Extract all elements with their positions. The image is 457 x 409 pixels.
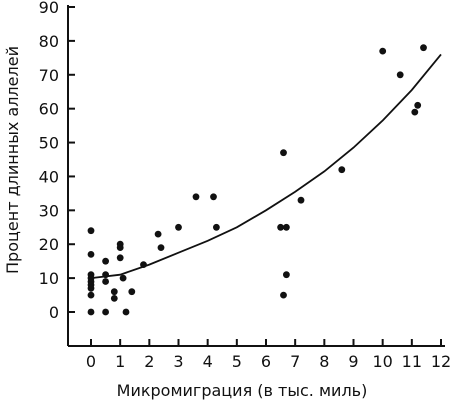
data-point [157, 244, 165, 252]
data-point [102, 308, 109, 316]
data-point [122, 308, 130, 316]
data-point [128, 288, 136, 296]
y-tick-label: 50 [39, 134, 59, 153]
y-tick-label: 60 [39, 100, 59, 119]
data-point [87, 291, 95, 299]
y-tick-label: 10 [39, 269, 59, 288]
data-point [140, 261, 147, 268]
x-tick-label: 12 [431, 352, 451, 371]
data-point [116, 254, 124, 262]
data-point [411, 108, 419, 116]
data-point [119, 274, 127, 282]
y-tick-label: 40 [39, 167, 59, 186]
y-tick-label: 80 [39, 32, 59, 51]
y-tick-label: 30 [39, 201, 59, 220]
data-point [87, 284, 95, 292]
data-point [175, 223, 182, 231]
plot-area [87, 44, 442, 316]
data-point [280, 291, 287, 299]
data-point [192, 193, 200, 201]
data-point [379, 47, 387, 55]
data-point [102, 257, 109, 265]
data-point [102, 278, 109, 285]
data-point [414, 101, 422, 109]
axes [67, 5, 445, 347]
x-tick-label: 2 [144, 352, 154, 371]
data-point [283, 223, 290, 231]
x-tick-label: 1 [115, 352, 125, 371]
x-tick-label: 8 [319, 352, 329, 371]
y-tick-label: 70 [39, 66, 59, 85]
data-point [110, 288, 118, 296]
data-point [277, 223, 284, 231]
data-point [210, 193, 217, 201]
y-axis-title: Процент длинных аллелей [3, 46, 22, 274]
data-point [297, 196, 305, 204]
x-tick-label: 3 [173, 352, 183, 371]
data-point [420, 44, 427, 52]
data-point [213, 223, 220, 231]
data-point [102, 271, 109, 279]
trend-curve [90, 53, 442, 279]
data-point [396, 71, 404, 79]
x-tick-label: 10 [372, 352, 392, 371]
x-tick-label: 0 [86, 352, 96, 371]
data-point [280, 149, 287, 157]
data-point [87, 308, 95, 316]
data-point [110, 295, 118, 302]
x-tick-label: 5 [232, 352, 242, 371]
x-tick-label: 11 [402, 352, 422, 371]
y-tick-label: 90 [39, 0, 59, 17]
data-point [87, 227, 95, 235]
x-tick-label: 9 [348, 352, 358, 371]
x-tick-label: 4 [203, 352, 213, 371]
data-point [87, 251, 95, 258]
data-point [338, 166, 346, 174]
x-tick-label: 6 [261, 352, 271, 371]
y-tick-label: 20 [39, 235, 59, 254]
data-point [116, 244, 124, 252]
x-axis-title: Микромиграция (в тыс. миль) [117, 381, 368, 400]
data-point [154, 230, 162, 238]
data-point [283, 271, 290, 279]
x-tick-label: 7 [290, 352, 300, 371]
y-tick-label: 0 [49, 303, 59, 322]
